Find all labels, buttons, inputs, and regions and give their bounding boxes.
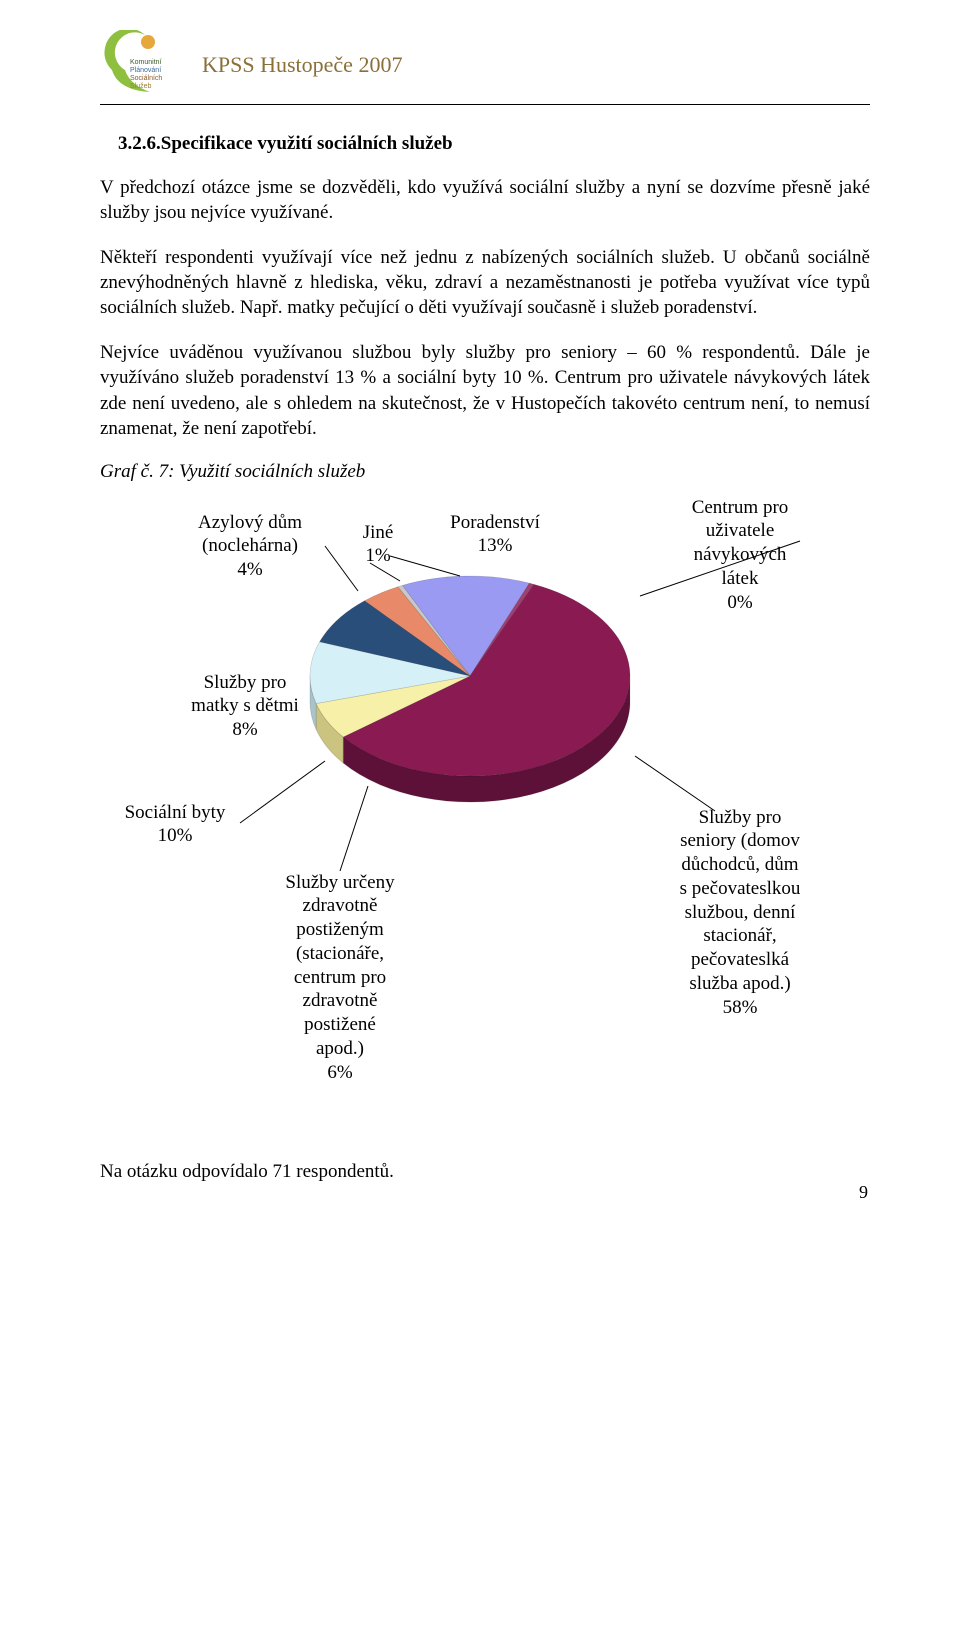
chart-label: Sociální byty 10% (100, 801, 250, 849)
chart-label: Služby pro seniory (domov důchodců, dům … (645, 806, 835, 1020)
kpss-logo: Komunitní Plánování Sociálních Služeb (100, 30, 190, 100)
header-rule (100, 104, 870, 105)
page-header: Komunitní Plánování Sociálních Služeb KP… (100, 30, 870, 100)
pie-graphic (300, 561, 640, 821)
chart-label: Azylový dům (noclehárna) 4% (170, 511, 330, 582)
pie-chart: Poradenství 13%Centrum pro uživatele náv… (100, 501, 870, 1121)
page: Komunitní Plánování Sociálních Služeb KP… (0, 0, 960, 1223)
svg-text:Plánování: Plánování (130, 67, 161, 74)
paragraph-1: V předchozí otázce jsme se dozvěděli, kd… (100, 175, 870, 225)
chart-label: Centrum pro uživatele návykových látek 0… (660, 496, 820, 615)
svg-text:Komunitní: Komunitní (130, 59, 162, 66)
chart-label: Jiné 1% (348, 521, 408, 569)
chart-label: Služby určeny zdravotně postiženým (stac… (255, 871, 425, 1085)
section-heading: 3.2.6.Specifikace využití sociálních slu… (118, 133, 870, 155)
page-number: 9 (859, 1182, 868, 1203)
paragraph-3: Nejvíce uváděnou využívanou službou byly… (100, 340, 870, 440)
chart-label: Služby pro matky s dětmi 8% (160, 671, 330, 742)
header-title: KPSS Hustopeče 2007 (202, 52, 402, 78)
respondent-count: Na otázku odpovídalo 71 respondentů. (100, 1161, 870, 1183)
chart-label: Poradenství 13% (430, 511, 560, 559)
svg-text:Sociálních: Sociálních (130, 75, 162, 82)
paragraph-2: Někteří respondenti využívají více než j… (100, 245, 870, 320)
chart-caption: Graf č. 7: Využití sociálních služeb (100, 461, 870, 483)
svg-text:Služeb: Služeb (130, 83, 152, 90)
